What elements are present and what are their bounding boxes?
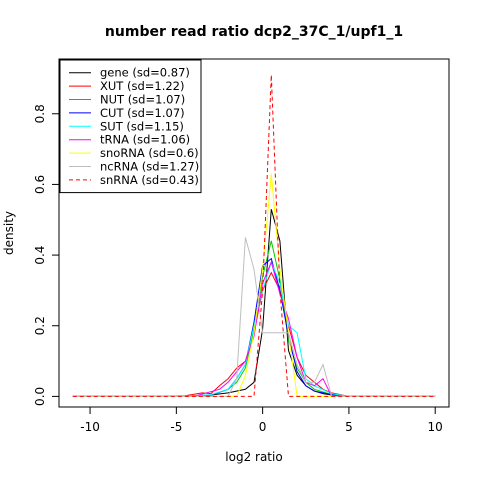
y-tick-label: 0.4	[33, 246, 47, 265]
chart-title: number read ratio dcp2_37C_1/upf1_1	[105, 24, 403, 40]
series-line-7	[72, 237, 436, 397]
legend-label: tRNA (sd=1.06)	[100, 133, 190, 147]
x-axis-label: log2 ratio	[225, 450, 282, 464]
legend-label: snRNA (sd=0.43)	[100, 173, 199, 187]
series-line-6	[72, 173, 436, 397]
legend-label: gene (sd=0.87)	[100, 66, 190, 80]
y-tick-label: 0.8	[33, 104, 47, 123]
legend-label: NUT (sd=1.07)	[100, 93, 185, 107]
series-line-5	[72, 260, 436, 397]
y-tick-label: 0.6	[33, 175, 47, 194]
legend-label: snoRNA (sd=0.6)	[100, 146, 199, 160]
x-tick-label: -10	[80, 420, 100, 434]
x-tick-label: -5	[170, 420, 182, 434]
x-tick-label: 5	[345, 420, 353, 434]
x-tick-label: 0	[259, 420, 267, 434]
series-line-8	[72, 74, 436, 397]
series-layer	[72, 74, 436, 397]
legend-label: XUT (sd=1.22)	[100, 79, 184, 93]
x-tick-label: 10	[428, 420, 443, 434]
series-line-4	[72, 260, 436, 397]
y-axis: 0.0 0.2 0.4 0.6 0.8	[33, 104, 60, 406]
legend-label: SUT (sd=1.15)	[100, 119, 184, 133]
y-axis-label: density	[2, 211, 16, 255]
series-line-0	[72, 209, 436, 397]
legend-label: ncRNA (sd=1.27)	[100, 160, 199, 174]
y-tick-label: 0.2	[33, 316, 47, 335]
legend: gene (sd=0.87)XUT (sd=1.22)NUT (sd=1.07)…	[59, 59, 202, 194]
x-axis: -10 -5 0 5 10	[80, 406, 443, 434]
y-tick-label: 0.0	[33, 387, 47, 406]
series-line-2	[72, 240, 436, 397]
legend-label: CUT (sd=1.07)	[100, 106, 185, 120]
